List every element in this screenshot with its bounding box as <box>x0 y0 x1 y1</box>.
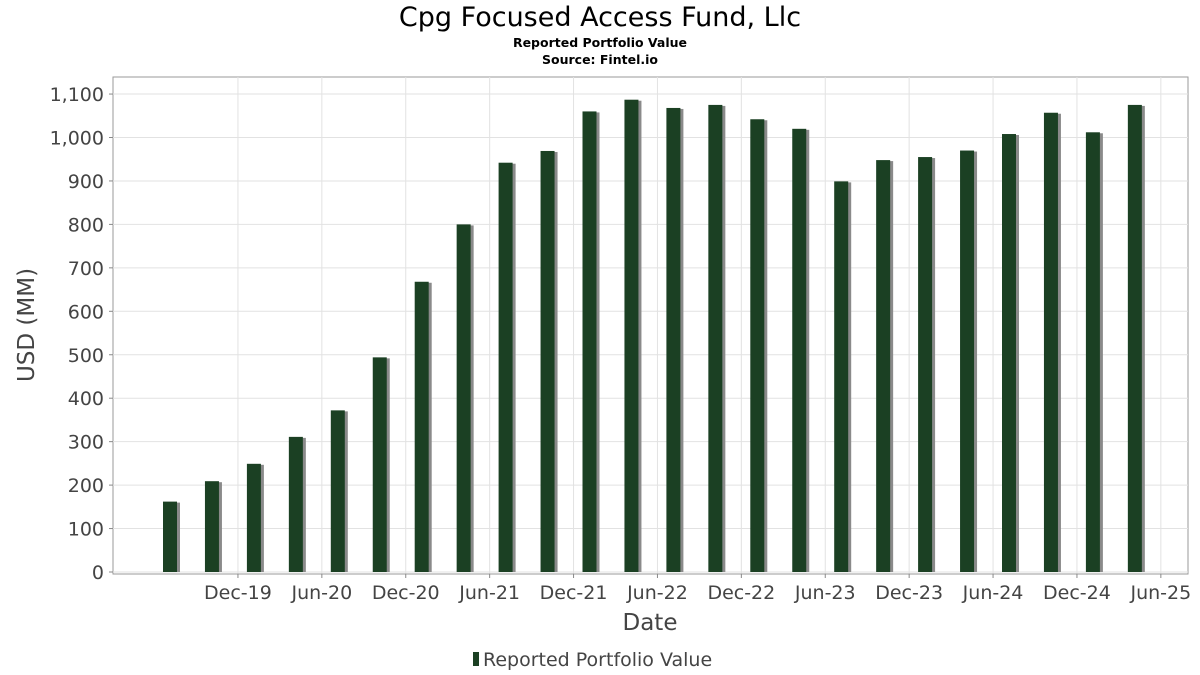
bar <box>1002 134 1016 573</box>
bar <box>750 119 765 572</box>
x-tick-label: Jun-23 <box>794 582 856 604</box>
bar <box>540 150 555 573</box>
y-tick-label: 200 <box>68 475 104 497</box>
bar <box>330 410 345 572</box>
x-tick-label: Dec-23 <box>875 582 943 604</box>
x-tick-label: Jun-22 <box>626 582 688 604</box>
bar <box>204 481 219 572</box>
y-axis-title: USD (MM) <box>14 268 40 382</box>
chart-source: Source: Fintel.io <box>542 52 658 67</box>
bar <box>624 99 639 573</box>
bar <box>708 104 723 572</box>
x-tick-label: Jun-21 <box>458 582 520 604</box>
x-tick-label: Dec-19 <box>204 582 272 604</box>
bar <box>288 436 303 572</box>
y-tick-label: 1,100 <box>50 84 104 106</box>
y-tick-label: 400 <box>68 388 104 410</box>
y-tick-label: 0 <box>92 562 104 584</box>
x-axis-ticks: Dec-19 Jun-20 Dec-20 Jun-21 Dec-21 Jun-22 Dec-… <box>204 574 1191 604</box>
chart-subtitle: Reported Portfolio Value <box>512 35 688 50</box>
y-tick-label: 1,000 <box>50 128 104 150</box>
y-tick-label: 100 <box>68 519 104 541</box>
x-tick-label: Dec-22 <box>707 582 775 604</box>
bar <box>414 281 429 572</box>
bar <box>876 160 891 572</box>
legend-label: Reported Portfolio Value <box>483 649 712 671</box>
legend-swatch <box>473 652 479 666</box>
x-tick-label: Dec-21 <box>540 582 608 604</box>
y-tick-label: 900 <box>68 171 104 193</box>
x-tick-label: Dec-20 <box>372 582 440 604</box>
y-tick-label: 600 <box>68 301 104 323</box>
bar <box>792 128 807 572</box>
bar <box>834 181 849 572</box>
plot-area <box>112 76 1189 575</box>
bar <box>1127 104 1142 572</box>
bar <box>498 162 513 573</box>
y-axis-ticks: 0 100 200 300 400 500 600 700 800 900 1,000 1,100 <box>50 84 113 584</box>
x-tick-label: Dec-24 <box>1043 582 1111 604</box>
bar <box>246 463 261 572</box>
bar <box>1085 132 1100 572</box>
bars <box>163 99 1145 573</box>
bar <box>1043 112 1058 573</box>
y-tick-label: 800 <box>68 214 104 236</box>
x-axis-title: Date <box>623 610 678 636</box>
bar <box>918 157 933 573</box>
x-tick-label: Jun-25 <box>1129 582 1191 604</box>
bar <box>372 357 387 572</box>
bar <box>960 150 975 572</box>
x-tick-label: Jun-24 <box>962 582 1024 604</box>
y-tick-label: 300 <box>68 432 104 454</box>
bar <box>163 501 177 572</box>
x-tick-label: Jun-20 <box>290 582 352 604</box>
bar <box>456 224 471 572</box>
y-tick-label: 500 <box>68 345 104 367</box>
y-tick-label: 700 <box>68 258 104 280</box>
bar <box>582 111 597 573</box>
chart-title: Cpg Focused Access Fund, Llc <box>398 2 802 33</box>
bar <box>666 107 681 572</box>
